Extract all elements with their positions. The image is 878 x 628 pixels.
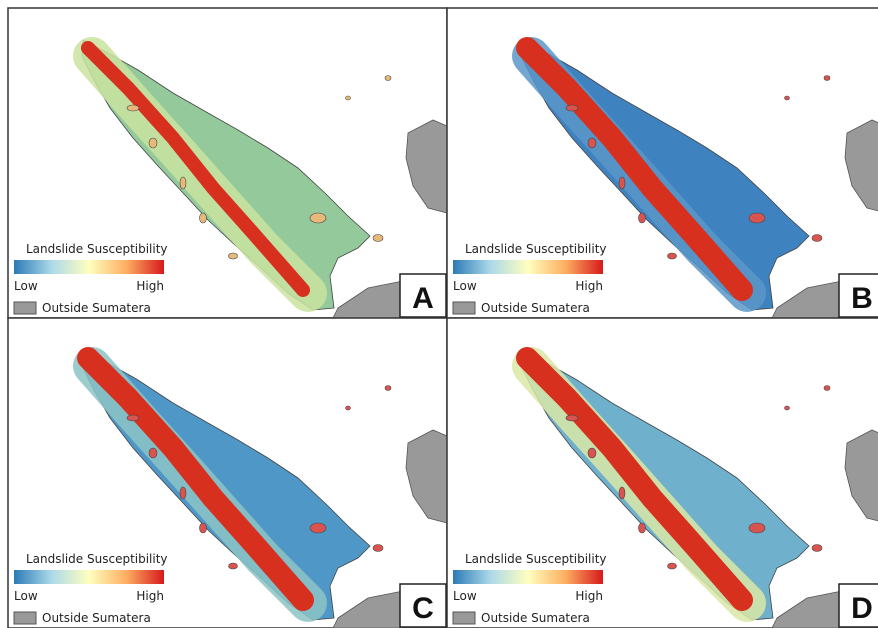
small-island xyxy=(785,406,790,410)
small-island xyxy=(588,448,596,458)
small-island xyxy=(619,487,625,499)
small-island xyxy=(749,213,765,223)
small-island xyxy=(149,138,157,148)
map-panel: Landslide Susceptibility Low High Outside S… xyxy=(447,318,878,628)
legend-ramp xyxy=(453,260,603,274)
legend-high: High xyxy=(136,279,164,293)
small-island xyxy=(824,386,830,391)
legend-high: High xyxy=(575,589,603,603)
legend-high: High xyxy=(575,279,603,293)
panel-letter: D xyxy=(851,592,873,625)
small-island xyxy=(127,415,139,421)
small-island xyxy=(373,235,383,242)
small-island xyxy=(619,177,625,189)
map-panel: Landslide Susceptibility Low High Outside S… xyxy=(447,8,878,318)
legend-outside-swatch xyxy=(14,302,36,314)
small-island xyxy=(229,253,238,259)
map-panel: Landslide Susceptibility Low High Outside S… xyxy=(8,8,447,318)
legend-low: Low xyxy=(453,589,477,603)
legend-outside: Outside Sumatera xyxy=(42,611,151,625)
small-island xyxy=(310,523,326,533)
legend-title: Landslide Susceptibility xyxy=(465,552,607,566)
small-island xyxy=(385,386,391,391)
small-island xyxy=(639,213,646,223)
legend-outside-swatch xyxy=(453,302,475,314)
small-island xyxy=(200,523,207,533)
small-island xyxy=(668,563,677,569)
legend-outside-swatch xyxy=(14,612,36,624)
panel-letter: B xyxy=(851,282,873,315)
small-island xyxy=(346,96,351,100)
figure: Landslide Susceptibility Low High Outside S… xyxy=(0,0,878,628)
small-island xyxy=(812,545,822,552)
legend-title: Landslide Susceptibility xyxy=(26,242,168,256)
small-island xyxy=(373,545,383,552)
legend-title: Landslide Susceptibility xyxy=(26,552,168,566)
small-island xyxy=(588,138,596,148)
small-island xyxy=(385,76,391,81)
small-island xyxy=(149,448,157,458)
small-island xyxy=(749,523,765,533)
legend-low: Low xyxy=(453,279,477,293)
small-island xyxy=(639,523,646,533)
small-island xyxy=(229,563,238,569)
small-island xyxy=(180,177,186,189)
legend-outside: Outside Sumatera xyxy=(481,301,590,315)
small-island xyxy=(200,213,207,223)
legend-high: High xyxy=(136,589,164,603)
legend-outside: Outside Sumatera xyxy=(42,301,151,315)
legend-ramp xyxy=(14,570,164,584)
small-island xyxy=(785,96,790,100)
small-island xyxy=(668,253,677,259)
legend-outside-swatch xyxy=(453,612,475,624)
panel-letter: A xyxy=(412,282,434,315)
legend-outside: Outside Sumatera xyxy=(481,611,590,625)
panel-letter: C xyxy=(412,592,434,625)
small-island xyxy=(566,105,578,111)
legend-low: Low xyxy=(14,279,38,293)
small-island xyxy=(824,76,830,81)
small-island xyxy=(346,406,351,410)
small-island xyxy=(566,415,578,421)
legend-ramp xyxy=(453,570,603,584)
map-panel: Landslide Susceptibility Low High Outside S… xyxy=(8,318,447,628)
legend-ramp xyxy=(14,260,164,274)
legend-low: Low xyxy=(14,589,38,603)
small-island xyxy=(310,213,326,223)
legend-title: Landslide Susceptibility xyxy=(465,242,607,256)
small-island xyxy=(180,487,186,499)
small-island xyxy=(127,105,139,111)
small-island xyxy=(812,235,822,242)
